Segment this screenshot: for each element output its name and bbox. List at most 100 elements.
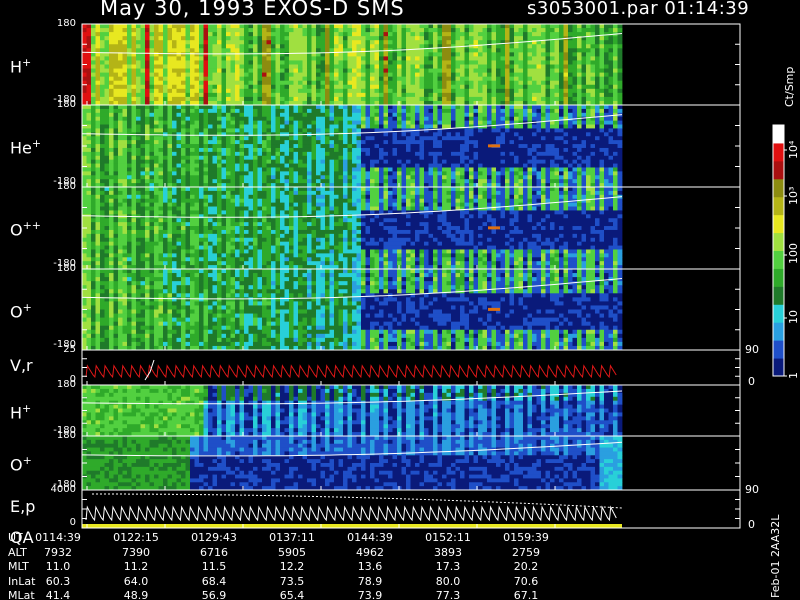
y-tick-top: 25 bbox=[63, 344, 76, 355]
footer-value: 56.9 bbox=[201, 589, 227, 600]
footer-value: 11.0 bbox=[45, 560, 71, 573]
footer-value: 20.2 bbox=[513, 560, 539, 573]
footer-value: 0144:39 bbox=[347, 531, 393, 544]
right-tick-top: 90 bbox=[745, 343, 759, 356]
y-tick-bottom: -180 bbox=[53, 176, 76, 187]
colorbar-swatch bbox=[773, 160, 784, 180]
footer-value: 17.3 bbox=[435, 560, 461, 573]
panel-7-ep bbox=[81, 489, 741, 529]
colorbar-swatch bbox=[773, 125, 784, 144]
panel-4-vr bbox=[81, 349, 741, 386]
colorbar-swatch bbox=[773, 304, 784, 323]
colorbar-tick-label: 100 bbox=[787, 243, 800, 264]
footer-value: 4962 bbox=[356, 545, 384, 559]
footer-value: 11.2 bbox=[123, 560, 149, 573]
right-tick-bottom: 0 bbox=[748, 375, 755, 388]
colorbar-label: Ct/Smp bbox=[783, 66, 796, 107]
colorbar-swatch bbox=[773, 358, 784, 377]
footer-value: 7932 bbox=[44, 545, 72, 559]
footer-value: 78.9 bbox=[357, 574, 383, 588]
footer-value: 2759 bbox=[512, 545, 540, 559]
footer-value: 68.4 bbox=[201, 574, 227, 588]
y-tick-bottom: -180 bbox=[53, 425, 76, 436]
y-tick-bottom: -180 bbox=[53, 339, 76, 350]
panel-label: H+ bbox=[10, 55, 32, 76]
panel-frame bbox=[81, 489, 741, 529]
footer-value: 0122:15 bbox=[113, 531, 159, 544]
colorbar-tick-label: 10³ bbox=[787, 186, 800, 205]
y-tick-top: 180 bbox=[56, 18, 76, 29]
footer-row-label: InLat bbox=[8, 574, 36, 588]
y-tick-top: 180 bbox=[56, 263, 76, 274]
vr-trace bbox=[85, 364, 617, 379]
colorbar-swatch bbox=[773, 178, 784, 198]
panel-1-heplus bbox=[81, 104, 741, 188]
footer-value: 80.0 bbox=[435, 574, 461, 588]
footer-value: 64.0 bbox=[123, 574, 149, 588]
footer-value: 0114:39 bbox=[35, 531, 81, 544]
footer-value: 73.9 bbox=[357, 589, 383, 600]
colorbar-swatch bbox=[773, 322, 784, 341]
footer-value: 11.5 bbox=[201, 560, 227, 573]
side-code: Feb-01 2AA32L bbox=[769, 514, 782, 598]
y-tick-top: 180 bbox=[56, 181, 76, 192]
panel-3-oplus bbox=[81, 268, 741, 351]
panel-label: H+ bbox=[10, 401, 32, 422]
y-tick-top: 180 bbox=[56, 430, 76, 441]
footer-value: 41.4 bbox=[45, 589, 71, 600]
pitch-angle-curve bbox=[81, 441, 623, 457]
y-tick-bottom: 0 bbox=[69, 517, 76, 528]
footer-row-label: ALT bbox=[8, 545, 27, 559]
panel-label: E,p bbox=[10, 497, 36, 516]
footer-value: 6716 bbox=[200, 545, 228, 559]
panel-label: O++ bbox=[10, 219, 42, 240]
footer-value: 0159:39 bbox=[503, 531, 549, 544]
footer-value: 60.3 bbox=[45, 574, 71, 588]
colorbar bbox=[772, 124, 787, 377]
hot-pixel bbox=[488, 144, 500, 148]
footer-value: 77.3 bbox=[435, 589, 461, 600]
pitch-angle-curve bbox=[81, 33, 623, 55]
panel-0-hplus bbox=[81, 23, 741, 106]
footer-value: 65.4 bbox=[279, 589, 305, 600]
pitch-angle-curve bbox=[81, 114, 623, 136]
hot-pixel bbox=[488, 307, 500, 311]
pitch-angle-curve bbox=[81, 278, 623, 300]
footer-value: 5905 bbox=[278, 545, 306, 559]
panel-label: V,r bbox=[10, 355, 33, 375]
colorbar-swatch bbox=[773, 268, 784, 287]
colorbar-tick-label: 1 bbox=[787, 372, 800, 379]
vr-marker bbox=[144, 359, 155, 381]
panel-label: He+ bbox=[10, 137, 42, 158]
panel-label: O+ bbox=[10, 300, 32, 321]
panel-6-oplus2 bbox=[81, 435, 741, 491]
colorbar-swatch bbox=[773, 250, 784, 269]
panel-2-opp bbox=[81, 186, 741, 270]
footer-row-label: UT bbox=[8, 531, 23, 544]
qa-bar bbox=[82, 524, 622, 528]
footer-row-label: MLat bbox=[8, 589, 35, 600]
panel-frame bbox=[81, 349, 741, 386]
footer-value: 7390 bbox=[122, 545, 150, 559]
footer-value: 12.2 bbox=[279, 560, 305, 573]
colorbar-swatch bbox=[773, 232, 784, 251]
y-tick-top: 4000 bbox=[50, 484, 76, 495]
y-tick-bottom: -180 bbox=[53, 479, 76, 490]
panel-label: O+ bbox=[10, 454, 32, 475]
ep-trend bbox=[91, 493, 623, 509]
footer-row-label: MLT bbox=[8, 560, 29, 573]
footer-value: 70.6 bbox=[513, 574, 539, 588]
panel-5-hplus2 bbox=[81, 384, 741, 437]
pitch-angle-curve bbox=[81, 390, 623, 405]
footer-value: 0137:11 bbox=[269, 531, 315, 544]
footer-value: 13.6 bbox=[357, 560, 383, 573]
footer-value: 0129:43 bbox=[191, 531, 237, 544]
y-tick-top: 180 bbox=[56, 379, 76, 390]
ep-trace bbox=[85, 505, 617, 522]
y-tick-top: 180 bbox=[56, 99, 76, 110]
footer-value: 48.9 bbox=[123, 589, 149, 600]
colorbar-swatch bbox=[773, 214, 784, 234]
footer-value: 0152:11 bbox=[425, 531, 471, 544]
